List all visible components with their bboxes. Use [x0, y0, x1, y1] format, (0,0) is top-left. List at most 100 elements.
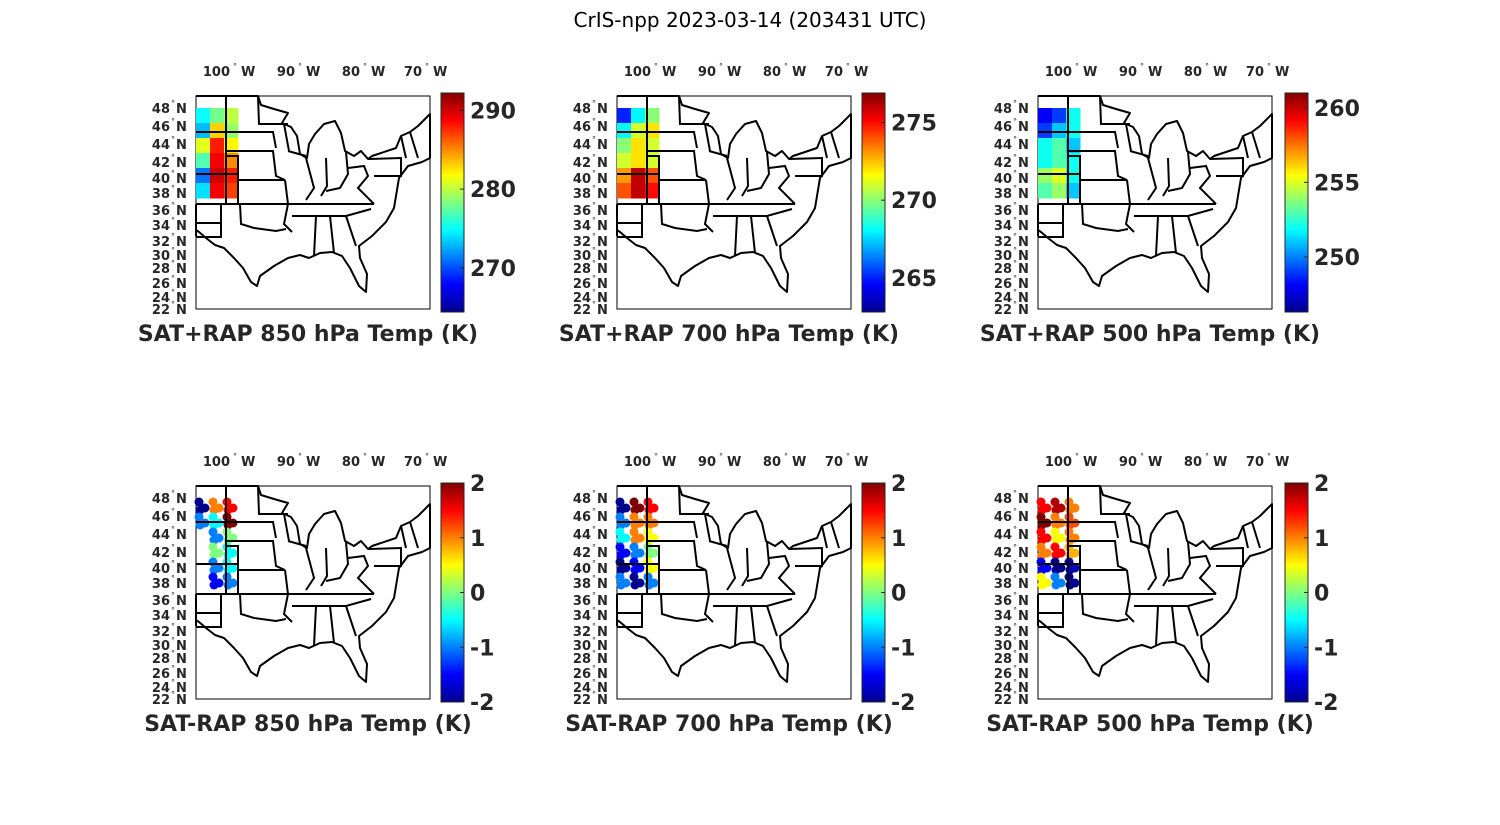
state-border	[703, 179, 714, 233]
degree-symbol: °	[1013, 559, 1017, 568]
degree-symbol: °	[1013, 201, 1017, 210]
state-border	[1068, 521, 1119, 539]
lat-tick-label: 32	[152, 625, 170, 640]
obs-point	[1051, 505, 1061, 515]
colorbar-tick-label: 250	[1314, 246, 1360, 271]
state-border	[1171, 215, 1177, 254]
colorbar-tick-label: -1	[1314, 636, 1338, 661]
obs-point	[194, 512, 204, 522]
obs-point	[1050, 572, 1060, 582]
obs-point	[1037, 505, 1047, 515]
data-layer	[615, 497, 659, 590]
state-border	[1242, 525, 1249, 549]
swath-cell	[1066, 168, 1081, 184]
map-axes	[1037, 95, 1273, 310]
obs-point	[1036, 497, 1046, 507]
state-border	[329, 215, 335, 254]
swath-cell	[631, 138, 646, 154]
state-border	[400, 525, 407, 549]
lon-tick-label: 70	[404, 65, 422, 80]
state-border	[1129, 150, 1149, 157]
lon-suffix: W	[1275, 65, 1289, 80]
lat-suffix: N	[1018, 528, 1029, 543]
lon-tick-label: 90	[1119, 65, 1137, 80]
state-border	[409, 131, 419, 159]
obs-point	[208, 512, 218, 522]
panel-title: SAT+RAP 850 hPa Temp (K)	[138, 322, 478, 347]
state-border	[1124, 569, 1135, 623]
lat-suffix: N	[597, 667, 608, 682]
lat-suffix: N	[1018, 204, 1029, 219]
lat-tick-label: 44	[573, 138, 591, 153]
state-border	[1209, 156, 1244, 177]
lat-tick-label: 36	[994, 204, 1012, 219]
colorbar-tick-label: -1	[891, 636, 915, 661]
state-border	[750, 605, 756, 644]
lat-tick-label: 42	[573, 546, 591, 561]
lat-tick-label: 26	[152, 277, 170, 292]
swath-cell	[1052, 183, 1067, 199]
swath-cell	[1038, 153, 1053, 169]
degree-symbol: °	[846, 62, 850, 71]
state-border	[1129, 540, 1149, 547]
lat-suffix: N	[176, 235, 187, 250]
state-border	[282, 569, 293, 623]
lat-tick-label: 34	[573, 609, 591, 624]
degree-symbol: °	[425, 62, 429, 71]
data-layer	[1038, 108, 1081, 199]
lat-suffix: N	[1018, 291, 1029, 306]
panel-6: 100 ° W 90 ° W 80 ° W 70 ° W48 ° N46 ° N44 ° N42 ° N40 ° N38 °…	[986, 452, 1338, 737]
lat-tick-label: 30	[152, 249, 170, 264]
lat-suffix: N	[597, 291, 608, 306]
state-border	[347, 164, 375, 205]
lat-suffix: N	[597, 652, 608, 667]
lat-tick-label: 30	[573, 639, 591, 654]
swath-cell	[631, 108, 646, 124]
degree-symbol: °	[1075, 62, 1079, 71]
lon-tick-label: 90	[277, 65, 295, 80]
state-border	[766, 215, 778, 247]
lat-tick-label: 32	[152, 235, 170, 250]
lon-suffix: W	[306, 65, 320, 80]
swath-cell	[1038, 123, 1053, 139]
lon-suffix: W	[727, 455, 741, 470]
colorbar-tick-label: 0	[891, 582, 906, 607]
colorbar-tick-label: 270	[470, 257, 516, 282]
obs-point	[208, 572, 218, 582]
lat-suffix: N	[597, 639, 608, 654]
state-border	[1189, 164, 1217, 205]
state-border	[821, 525, 828, 549]
degree-symbol: °	[425, 452, 429, 461]
degree-symbol: °	[592, 678, 596, 687]
obs-point	[629, 527, 639, 537]
state-border	[704, 513, 711, 542]
lon-tick-label: 70	[825, 455, 843, 470]
state-border	[1171, 605, 1177, 644]
lat-suffix: N	[597, 562, 608, 577]
degree-symbol: °	[171, 649, 175, 658]
lat-tick-label: 34	[152, 609, 170, 624]
degree-symbol: °	[592, 489, 596, 498]
state-border	[1155, 605, 1159, 647]
lat-suffix: N	[1018, 262, 1029, 277]
swath-cell	[196, 153, 211, 169]
panel-title: SAT-RAP 700 hPa Temp (K)	[565, 712, 893, 737]
degree-symbol: °	[592, 246, 596, 255]
obs-point	[209, 580, 219, 590]
lon-suffix: W	[792, 65, 806, 80]
lat-tick-label: 26	[994, 277, 1012, 292]
lat-suffix: N	[176, 262, 187, 277]
degree-symbol: °	[1075, 452, 1079, 461]
swath-cell	[617, 123, 632, 139]
obs-point	[223, 580, 233, 590]
state-border	[704, 123, 711, 152]
degree-symbol: °	[171, 606, 175, 615]
data-layer	[196, 108, 239, 199]
state-border	[1251, 131, 1261, 159]
lat-tick-label: 42	[152, 156, 170, 171]
state-border	[766, 605, 778, 637]
colorbar-tick-label: 270	[891, 189, 937, 214]
lat-suffix: N	[597, 172, 608, 187]
degree-symbol: °	[1013, 153, 1017, 162]
coastline	[1037, 485, 1273, 683]
